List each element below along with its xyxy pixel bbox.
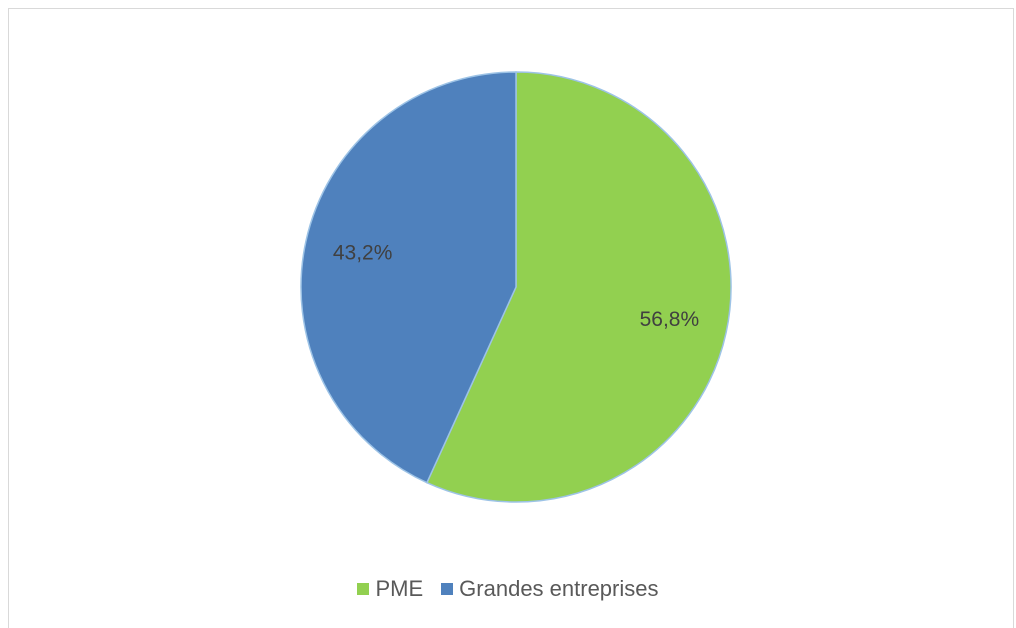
pie-data-labels: 56,8% 43,2%	[333, 241, 699, 331]
legend: PME Grandes entreprises	[0, 572, 1016, 606]
pie-slice-grandes-entreprises	[300, 71, 517, 484]
chart-area	[8, 8, 1014, 628]
legend-swatch-grandes-entreprises	[441, 583, 454, 595]
data-label-grandes-entreprises: 43,2%	[333, 241, 393, 264]
legend-item-pme: PME	[357, 578, 423, 600]
legend-label-grandes-entreprises: Grandes entreprises	[459, 576, 659, 601]
data-label-pme: 56,8%	[640, 308, 700, 331]
legend-item-grandes-entreprises: Grandes entreprises	[441, 576, 659, 601]
legend-swatch-pme	[357, 583, 370, 595]
pie-slices	[300, 71, 732, 503]
pie-slice-pme	[425, 71, 732, 503]
legend-label-pme: PME	[375, 576, 424, 601]
